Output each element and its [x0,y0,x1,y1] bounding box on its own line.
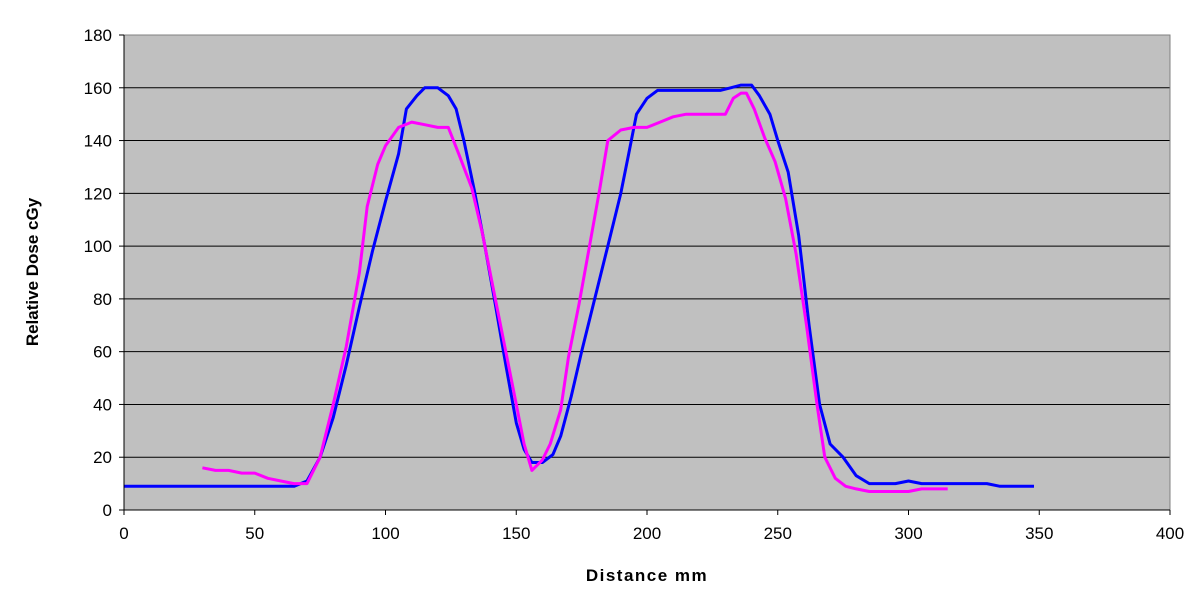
y-tick-label-120: 120 [84,184,112,203]
x-tick-label-50: 50 [245,524,264,543]
y-axis-ticks: 0 20 40 60 80 100 120 140 160 180 [84,26,124,520]
y-tick-label-20: 20 [93,448,112,467]
series-line-2 [202,91,948,493]
x-tick-label-150: 150 [502,524,530,543]
y-tick-label-80: 80 [93,290,112,309]
series-layer [124,83,1034,493]
y-tick-label-180: 180 [84,26,112,45]
y-tick-label-140: 140 [84,132,112,151]
series-line-1 [124,83,1034,488]
y-tick-label-40: 40 [93,395,112,414]
plot-area-background [124,35,1170,510]
y-tick-label-0: 0 [103,501,112,520]
y-tick-label-60: 60 [93,343,112,362]
x-tick-label-350: 350 [1025,524,1053,543]
x-axis-title: Distance mm [586,566,708,585]
y-tick-label-160: 160 [84,79,112,98]
x-axis-ticks: 0 50 100 150 200 250 300 350 400 [119,510,1184,543]
y-tick-label-100: 100 [84,237,112,256]
x-tick-label-100: 100 [371,524,399,543]
x-tick-label-0: 0 [119,524,128,543]
x-tick-label-400: 400 [1156,524,1184,543]
y-axis-title: Relative Dose cGy [23,197,42,346]
x-tick-label-300: 300 [894,524,922,543]
x-tick-label-250: 250 [764,524,792,543]
x-tick-label-200: 200 [633,524,661,543]
